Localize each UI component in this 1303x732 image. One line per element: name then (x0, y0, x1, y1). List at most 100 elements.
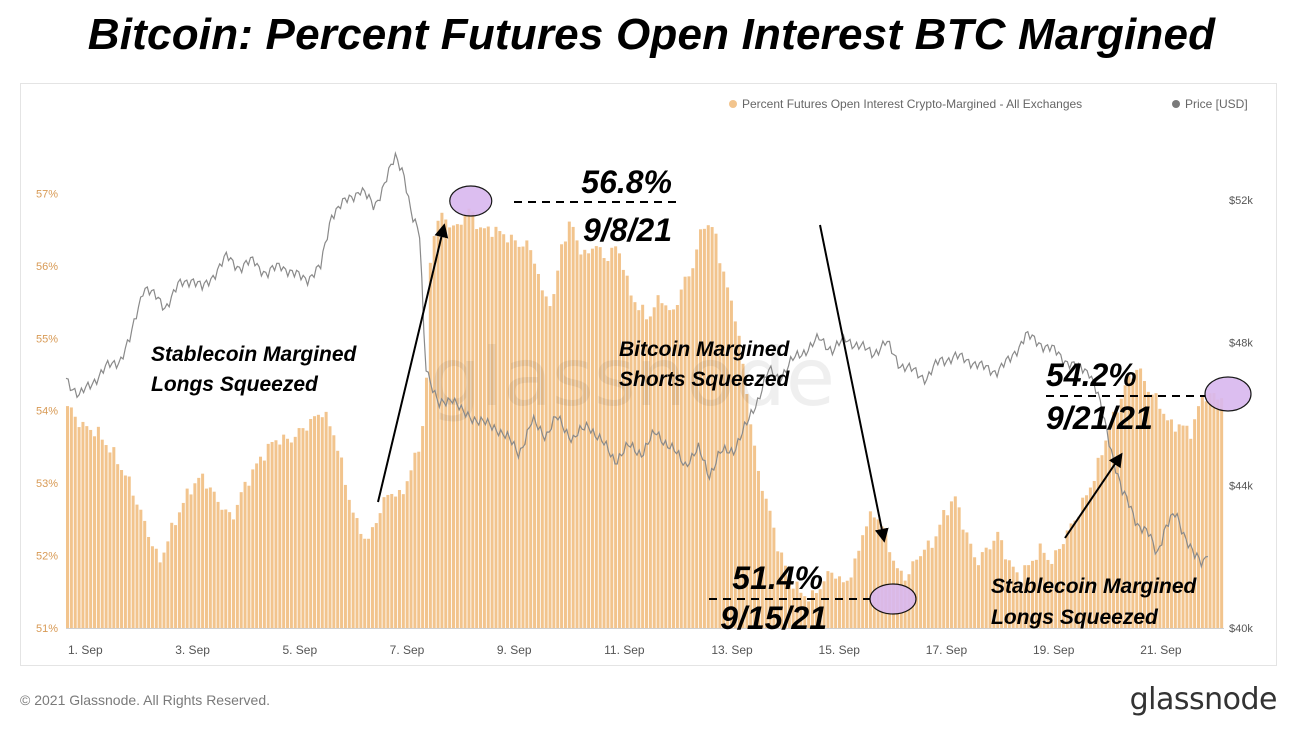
bar (220, 509, 224, 628)
bar (1100, 455, 1104, 628)
bar (1065, 530, 1069, 628)
bar (81, 421, 85, 628)
bar (444, 219, 448, 628)
bar (363, 538, 367, 628)
y-right-tick-label: $40k (1229, 623, 1253, 635)
bar (463, 214, 467, 628)
bar (1177, 424, 1181, 628)
bar (830, 572, 834, 628)
bar (509, 234, 513, 628)
highlight-circle (1204, 376, 1252, 412)
bar (1220, 398, 1224, 628)
bar (147, 536, 151, 628)
bar (838, 576, 842, 628)
bar (390, 493, 394, 628)
bar (340, 457, 344, 628)
bar (768, 510, 772, 628)
annotation-label: Stablecoin Margined (151, 343, 358, 366)
bar (1092, 480, 1096, 628)
x-tick-label: 7. Sep (390, 643, 425, 657)
bar (309, 418, 313, 628)
bar (274, 440, 278, 628)
bar (795, 581, 799, 628)
bar (919, 556, 923, 628)
bar (1054, 550, 1058, 628)
bar (706, 225, 710, 628)
bar (1034, 559, 1038, 628)
bar (776, 551, 780, 628)
bar (1088, 487, 1092, 628)
bar (1139, 368, 1143, 628)
bar (1003, 559, 1007, 628)
bar (150, 546, 154, 628)
bar (316, 414, 320, 628)
bar (533, 263, 537, 628)
bar (1200, 395, 1204, 628)
bar (1011, 566, 1015, 628)
bar (957, 507, 961, 628)
bar (1019, 582, 1023, 628)
bar (386, 494, 390, 628)
highlight-circle (449, 185, 493, 217)
bar (266, 443, 270, 628)
bar (1038, 543, 1042, 628)
bar (699, 229, 703, 629)
bar (1085, 495, 1089, 628)
bar (1204, 401, 1208, 628)
x-axis: 1. Sep 3. Sep 5. Sep 7. Sep 9. Sep 11. Sep 13.… (66, 628, 1224, 657)
bar (77, 427, 81, 628)
bar (756, 470, 760, 628)
bar (1023, 565, 1027, 628)
bar (926, 540, 930, 628)
bar (868, 511, 872, 628)
bar (235, 504, 239, 628)
bar (479, 227, 483, 628)
bar (984, 547, 988, 628)
bar (471, 211, 475, 628)
bar (1154, 393, 1158, 628)
bar (764, 498, 768, 628)
bar (544, 296, 548, 628)
bar (664, 305, 668, 628)
bar (953, 496, 957, 628)
bar (1042, 552, 1046, 628)
bar (1158, 408, 1162, 628)
bar (189, 494, 193, 628)
bar (583, 249, 587, 628)
x-tick-label: 13. Sep (711, 643, 753, 657)
bar (289, 442, 293, 628)
bar (1061, 544, 1065, 628)
bar (486, 226, 490, 629)
bar (506, 242, 510, 628)
y-left-tick-label: 51% (36, 623, 58, 635)
bar (255, 463, 259, 628)
bar (563, 241, 567, 628)
bar (1146, 391, 1150, 628)
bar (123, 475, 127, 628)
bar (753, 445, 757, 628)
bar (702, 228, 706, 628)
y-left-tick-label: 57% (36, 188, 58, 200)
bar (116, 464, 120, 628)
x-tick-label: 11. Sep (604, 643, 645, 657)
bar (293, 436, 297, 628)
bar (529, 250, 533, 628)
arrow (819, 224, 889, 543)
bar (66, 406, 70, 628)
bar (104, 445, 108, 628)
bar (1081, 497, 1085, 628)
bar (590, 248, 594, 628)
bar (494, 226, 498, 628)
bar (996, 531, 1000, 628)
bar (1185, 425, 1189, 628)
bar (1058, 548, 1062, 628)
bar (351, 512, 355, 628)
bar (536, 273, 540, 628)
legend-item-label: Price [USD] (1185, 97, 1248, 111)
bar (459, 224, 463, 629)
y-axis-right: $40k $44k $48k $52k (1229, 195, 1253, 635)
bar (849, 577, 853, 628)
bar (675, 305, 679, 628)
y-left-tick-label: 56% (36, 261, 58, 273)
bar (378, 513, 382, 628)
